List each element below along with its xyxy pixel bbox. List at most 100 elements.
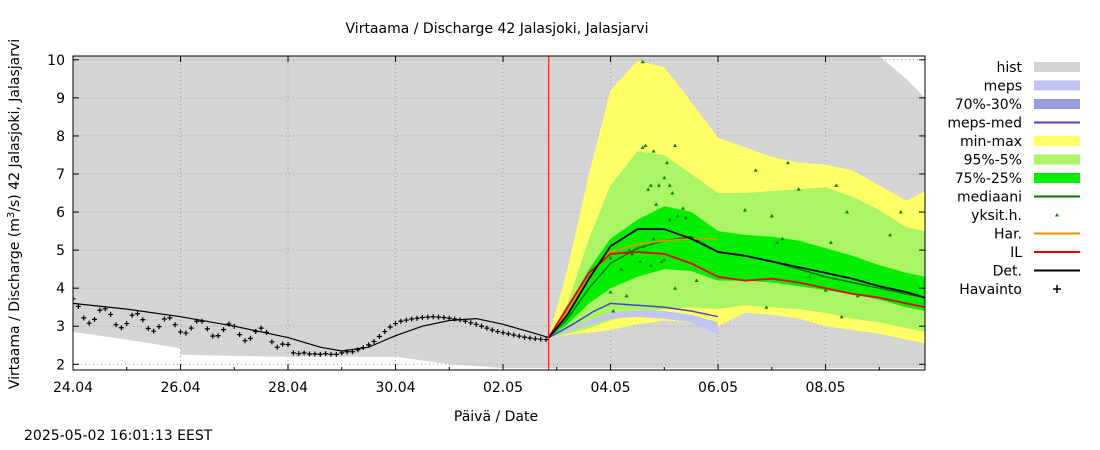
observation-point [393,321,399,327]
observation-point [221,327,227,333]
ensemble-member-point [888,232,893,237]
ensemble-member-point [764,305,769,309]
p75-25-band [548,206,925,338]
observation-point [355,347,361,353]
y-tick-label: 6 [56,205,65,221]
observation-point [108,311,114,317]
observation-point [312,351,318,357]
legend: hist meps 70%-30% meps-med min-max 95%-5% 75%-… [947,60,1080,298]
x-tick-label: 02.05 [483,380,523,396]
ensemble-member-point [638,259,643,264]
legend-label-meps_med: meps-med [947,116,1022,132]
legend-label-hist: hist [996,60,1022,76]
ensemble-member-point [775,240,780,244]
legend-swatch-hist [1034,62,1080,72]
observation-point [484,325,490,331]
x-tick-label: 28.04 [268,380,308,396]
ensemble-member-point [769,213,774,218]
observation-point [457,317,463,323]
observation-point [409,316,415,322]
observation-point [183,330,189,336]
x-tick-label: 30.04 [375,380,415,396]
observation-point [473,321,479,327]
ensemble-member-point [654,202,659,206]
observation-point [371,338,377,344]
det-line [548,228,925,339]
ensemble-member-point [640,59,645,64]
ensemble-member-point [753,168,758,172]
observation-point [167,315,173,321]
observation-point [543,337,549,343]
observation-point [532,336,538,342]
ensemble-member-point [839,314,844,319]
ensemble-member-point [683,215,688,220]
legend-swatch-members [1055,213,1059,217]
observation-point [86,320,92,326]
observation-point [403,317,409,323]
meps-med-line [548,302,719,339]
y-tick-label: 2 [56,357,65,373]
y-tick-label: 8 [56,129,65,145]
axes: 2 3 4 5 6 7 8 9 10 24.04 26.04 28.04 30.04 02.05 04.05… [47,53,926,396]
observation-point [247,335,253,341]
observation-point [194,318,200,324]
observation-point [269,339,275,345]
y-axis-label-tail: /s) 42 Jalasjoki, Jalasjarvi [7,39,23,212]
y-tick-label: 7 [56,167,65,183]
observation-point [495,329,501,335]
y-axis-label-superscript: 3 [6,212,17,218]
observation-point [430,314,436,320]
legend-label-obs: Havainto [959,282,1022,298]
legend-label-p95_5: 95%-5% [964,153,1022,169]
observation-point [511,332,517,338]
observation-point [307,351,313,357]
y-tick-label: 9 [56,91,65,107]
ensemble-member-point [627,248,632,252]
ensemble-member-point [670,191,675,195]
observation-point [113,322,119,328]
y-axis-label: Virtaama / Discharge (m3/s) 42 Jalasjoki… [6,39,24,389]
observation-point [436,314,442,320]
legend-swatch-p95_5 [1034,154,1080,165]
ensemble-member-point [643,143,648,147]
observation-point [253,329,259,335]
ensemble-member-point [694,278,699,283]
observation-point [274,344,280,350]
y-tick-label: 3 [56,319,65,335]
x-axis-label: Päivä / Date [454,409,538,425]
chart-title: Virtaama / Discharge 42 Jalasjoki, Jalas… [346,21,649,37]
ensemble-member-point [648,183,653,187]
observation-point [140,317,146,323]
observation-point [414,315,420,321]
y-axis-label-main: Virtaama / Discharge (m [7,218,23,389]
observation-point [172,322,178,328]
ensemble-member-point [807,274,812,279]
ensemble-member-point [641,244,646,248]
observation-point [75,303,81,309]
ensemble-member-point [673,143,678,147]
timestamp: 2025-05-02 16:01:13 EEST [24,428,213,444]
observation-point [360,345,366,351]
observation-point [81,315,87,321]
observation-point [462,318,468,324]
ensemble-member-point [659,259,664,264]
y-tick-label: 4 [56,281,65,297]
legend-label-p70_30: 70%-30% [955,97,1022,113]
observation-point [161,316,167,322]
observation-point [124,321,130,327]
observation-point [102,306,108,312]
observation-point [156,324,162,330]
observation-point [92,316,98,322]
observation-point [350,349,356,355]
ensemble-member-point [667,183,672,187]
observation-point [145,326,151,332]
observation-point [231,323,237,329]
observation-point [328,351,334,357]
meps-band [548,310,718,338]
observation-point [527,335,533,341]
x-tick-label: 08.05 [806,380,846,396]
ensemble-member-point [780,236,785,241]
y-tick-label: 5 [56,243,65,259]
observation-point [489,327,495,333]
x-tick-label: 04.05 [590,380,630,396]
